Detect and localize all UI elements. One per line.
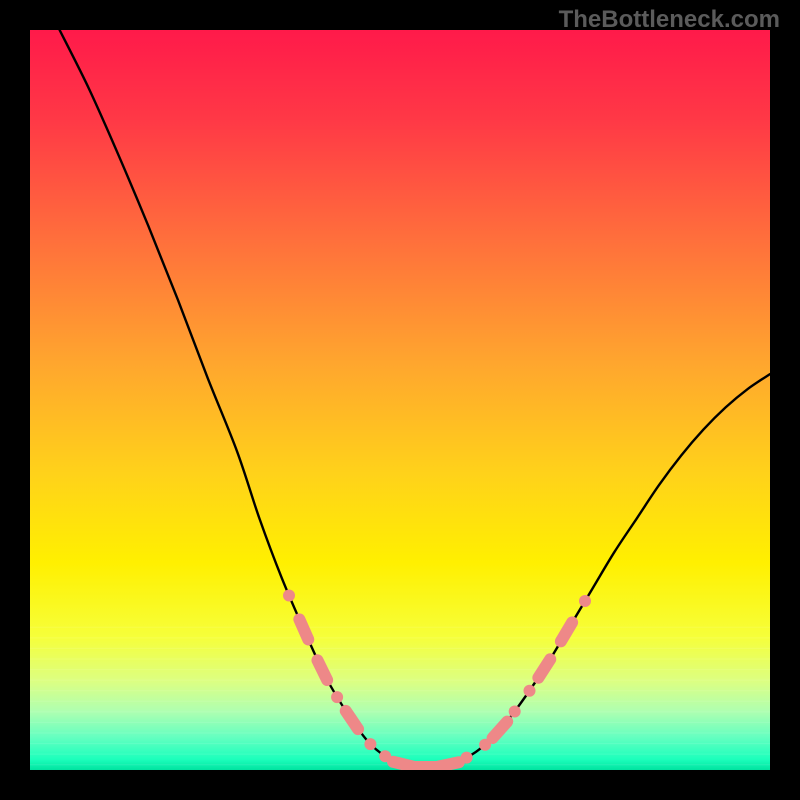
bead-dot: [509, 705, 521, 717]
bead-dot: [461, 752, 473, 764]
bottleneck-chart: [30, 30, 770, 770]
bead-dot: [524, 685, 536, 697]
bead-dot: [364, 738, 376, 750]
bead-capsule: [299, 619, 308, 639]
bead-dot: [579, 595, 591, 607]
bead-dot: [283, 590, 295, 602]
bead-dot: [331, 691, 343, 703]
bead-capsule: [437, 762, 458, 767]
chart-stage: TheBottleneck.com: [0, 0, 800, 800]
watermark-text: TheBottleneck.com: [559, 6, 780, 34]
